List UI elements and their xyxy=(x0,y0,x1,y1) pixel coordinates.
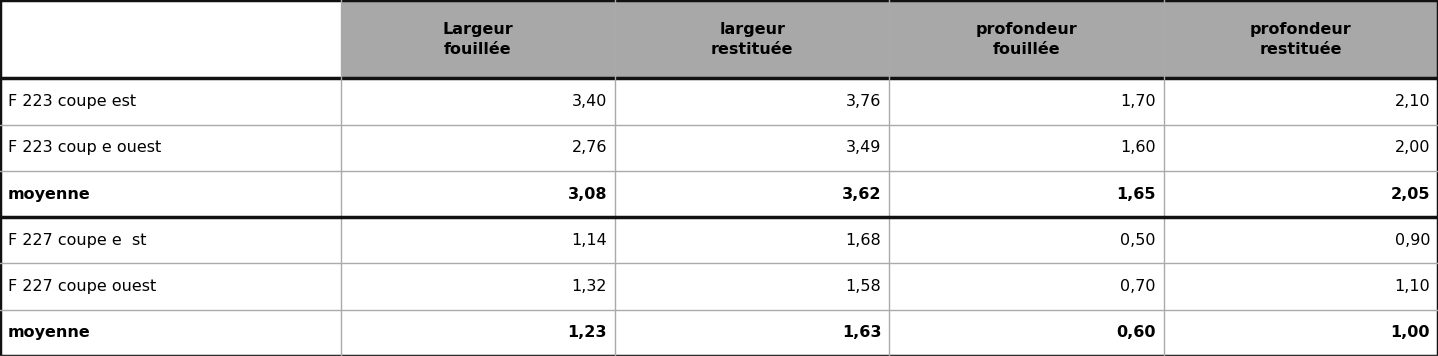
Text: moyenne: moyenne xyxy=(9,187,91,201)
Bar xyxy=(1163,0,1438,78)
Text: moyenne: moyenne xyxy=(9,325,91,340)
Text: 1,68: 1,68 xyxy=(846,233,881,248)
Text: 1,63: 1,63 xyxy=(841,325,881,340)
Bar xyxy=(889,0,1163,78)
Text: 3,76: 3,76 xyxy=(846,94,881,109)
Text: profondeur
fouillée: profondeur fouillée xyxy=(975,22,1077,57)
Text: 0,60: 0,60 xyxy=(1116,325,1156,340)
Bar xyxy=(615,0,889,78)
Bar xyxy=(0,217,1438,263)
Text: 1,14: 1,14 xyxy=(571,233,607,248)
Text: 3,49: 3,49 xyxy=(846,140,881,155)
Text: 1,10: 1,10 xyxy=(1395,279,1429,294)
Text: 0,90: 0,90 xyxy=(1395,233,1429,248)
Text: 1,60: 1,60 xyxy=(1120,140,1156,155)
Bar xyxy=(341,0,615,78)
Text: F 227 coupe ouest: F 227 coupe ouest xyxy=(9,279,157,294)
Text: largeur
restituée: largeur restituée xyxy=(710,22,794,57)
Text: 2,76: 2,76 xyxy=(571,140,607,155)
Text: 1,00: 1,00 xyxy=(1391,325,1429,340)
Bar xyxy=(0,310,1438,356)
Text: 1,32: 1,32 xyxy=(571,279,607,294)
Text: 0,70: 0,70 xyxy=(1120,279,1156,294)
Text: Largeur
fouillée: Largeur fouillée xyxy=(443,22,513,57)
Bar xyxy=(0,125,1438,171)
Text: 2,05: 2,05 xyxy=(1391,187,1429,201)
Text: 1,65: 1,65 xyxy=(1116,187,1156,201)
Text: 3,62: 3,62 xyxy=(841,187,881,201)
Text: 0,50: 0,50 xyxy=(1120,233,1156,248)
Text: 1,23: 1,23 xyxy=(568,325,607,340)
Text: F 223 coupe est: F 223 coupe est xyxy=(9,94,137,109)
Text: 3,40: 3,40 xyxy=(572,94,607,109)
Bar xyxy=(0,171,1438,217)
Text: 1,70: 1,70 xyxy=(1120,94,1156,109)
Bar xyxy=(0,78,1438,125)
Text: 3,08: 3,08 xyxy=(568,187,607,201)
Text: 2,00: 2,00 xyxy=(1395,140,1429,155)
Text: 2,10: 2,10 xyxy=(1395,94,1429,109)
Text: profondeur
restituée: profondeur restituée xyxy=(1250,22,1352,57)
Text: 1,58: 1,58 xyxy=(846,279,881,294)
Text: F 227 coupe e  st: F 227 coupe e st xyxy=(9,233,147,248)
Bar xyxy=(0,263,1438,310)
Text: F 223 coup e ouest: F 223 coup e ouest xyxy=(9,140,161,155)
